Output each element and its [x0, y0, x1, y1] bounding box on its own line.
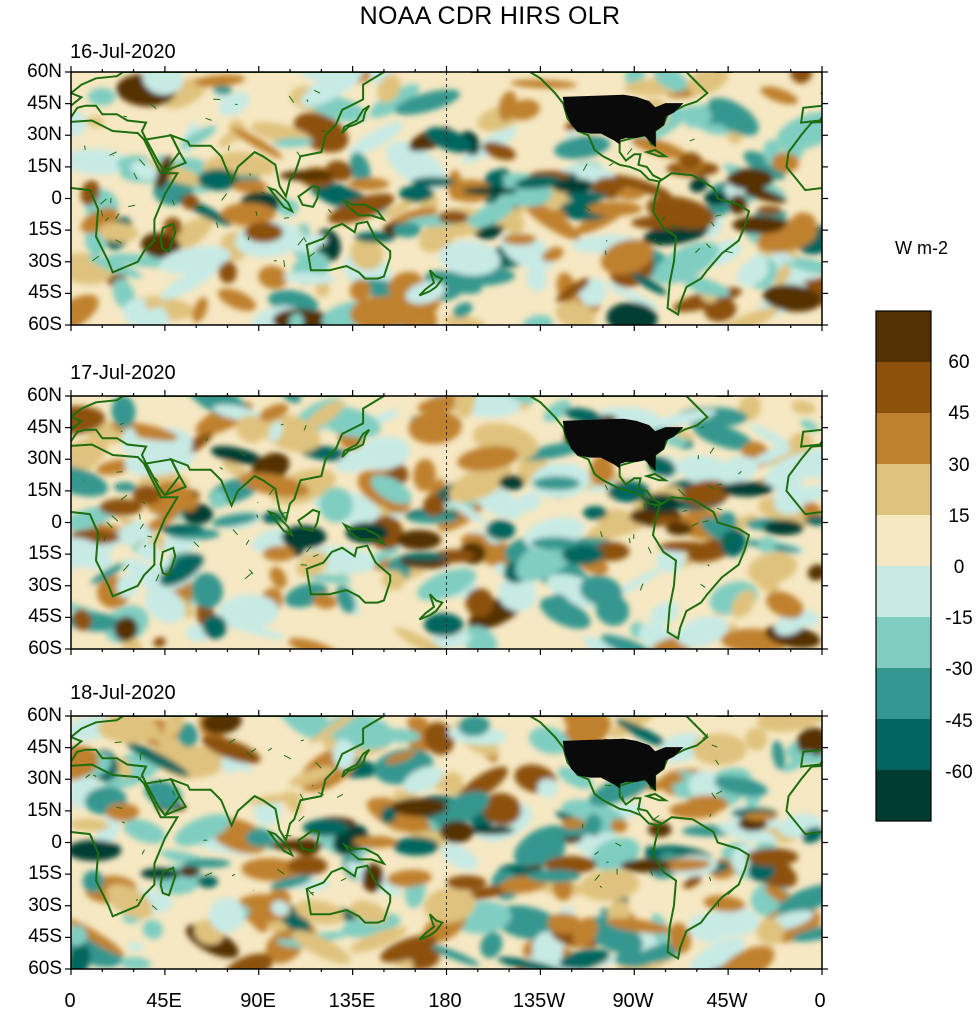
- lat-label-p1-0: 0: [51, 187, 62, 209]
- lat-label-p1-15s: 15S: [28, 219, 62, 241]
- colorbar: [875, 310, 932, 822]
- lat-label-p1-30s: 30S: [28, 250, 62, 272]
- map-panel-2: [65, 390, 828, 655]
- colorbar-swatch-9: [876, 770, 931, 822]
- lon-label-135w: 135W: [512, 990, 566, 1012]
- masked-region: [562, 738, 684, 792]
- map-panel-3: [65, 710, 828, 975]
- colorbar-unit: W m-2: [895, 238, 948, 258]
- lat-label-p3-0: 0: [51, 831, 62, 853]
- axis-ticks: [65, 710, 828, 975]
- panel-3-date: 18-Jul-2020: [70, 682, 176, 704]
- colorbar-swatch-0: [876, 311, 931, 363]
- lat-label-p3-15s: 15S: [28, 863, 62, 885]
- lat-label-p2-15s: 15S: [28, 543, 62, 565]
- lat-label-p2-60n: 60N: [27, 385, 62, 406]
- colorbar-label-30: 30: [948, 455, 970, 476]
- colorbar-label-0: 0: [953, 557, 965, 578]
- coastlines: [71, 72, 822, 317]
- lat-label-p3-45s: 45S: [28, 926, 62, 948]
- lat-label-p1-60s: 60S: [28, 314, 62, 335]
- lat-label-p2-60s: 60S: [28, 638, 62, 659]
- axis-ticks: [65, 390, 828, 655]
- lat-label-p1-30n: 30N: [27, 124, 62, 146]
- panel-1-date: 16-Jul-2020: [70, 41, 176, 63]
- colorbar-swatch-2: [876, 413, 931, 465]
- lon-label-45e: 45E: [146, 990, 182, 1012]
- lat-label-p3-45n: 45N: [27, 736, 62, 758]
- masked-region: [562, 94, 684, 148]
- colorbar-label-15: 15: [948, 506, 970, 527]
- lon-label-90w: 90W: [612, 990, 654, 1012]
- panel-2-date: 17-Jul-2020: [70, 362, 176, 384]
- lon-label-180: 180: [428, 990, 462, 1012]
- lat-label-p3-60s: 60S: [28, 958, 62, 979]
- colorbar-label-60: 60: [948, 352, 970, 373]
- lon-label-0: 0: [64, 990, 76, 1012]
- colorbar-label-m60: -60: [945, 762, 973, 783]
- lat-label-p3-15n: 15N: [27, 799, 62, 821]
- lat-label-p2-45n: 45N: [27, 416, 62, 438]
- lat-label-p1-15n: 15N: [27, 155, 62, 177]
- lon-label-135e: 135E: [328, 990, 376, 1012]
- masked-region: [562, 418, 684, 472]
- lat-label-p2-30n: 30N: [27, 448, 62, 470]
- colorbar-label-45: 45: [948, 403, 970, 424]
- colorbar-swatch-3: [876, 464, 931, 516]
- lat-label-p1-60n: 60N: [27, 61, 62, 82]
- colorbar-swatch-6: [876, 617, 931, 669]
- figure-title: NOAA CDR HIRS OLR: [359, 2, 621, 30]
- lon-label-90e: 90E: [240, 990, 276, 1012]
- map-panel-1: [65, 66, 828, 331]
- colorbar-swatch-1: [876, 362, 931, 414]
- coastlines: [71, 396, 822, 641]
- colorbar-swatch-4: [876, 515, 931, 567]
- olr-anomaly-field: [71, 396, 822, 649]
- lat-label-p3-30n: 30N: [27, 768, 62, 790]
- lat-label-p3-60n: 60N: [27, 705, 62, 726]
- axis-ticks: [65, 66, 828, 331]
- lat-label-p1-45n: 45N: [27, 92, 62, 114]
- lon-label-0-end: 0: [814, 990, 826, 1012]
- colorbar-label-m15: -15: [945, 608, 973, 629]
- lat-label-p1-45s: 45S: [28, 282, 62, 304]
- lon-label-45w: 45W: [706, 990, 748, 1012]
- lat-label-p2-15n: 15N: [27, 479, 62, 501]
- lat-label-p2-45s: 45S: [28, 606, 62, 628]
- colorbar-label-m30: -30: [945, 659, 973, 680]
- colorbar-label-m45: -45: [945, 711, 973, 732]
- colorbar-swatch-7: [876, 668, 931, 720]
- colorbar-swatch-8: [876, 719, 931, 771]
- lat-label-p3-30s: 30S: [28, 894, 62, 916]
- lat-label-p2-30s: 30S: [28, 574, 62, 596]
- lat-label-p2-0: 0: [51, 511, 62, 533]
- colorbar-swatch-5: [876, 566, 931, 618]
- olr-anomaly-field: [71, 72, 822, 325]
- olr-anomaly-field: [71, 716, 822, 969]
